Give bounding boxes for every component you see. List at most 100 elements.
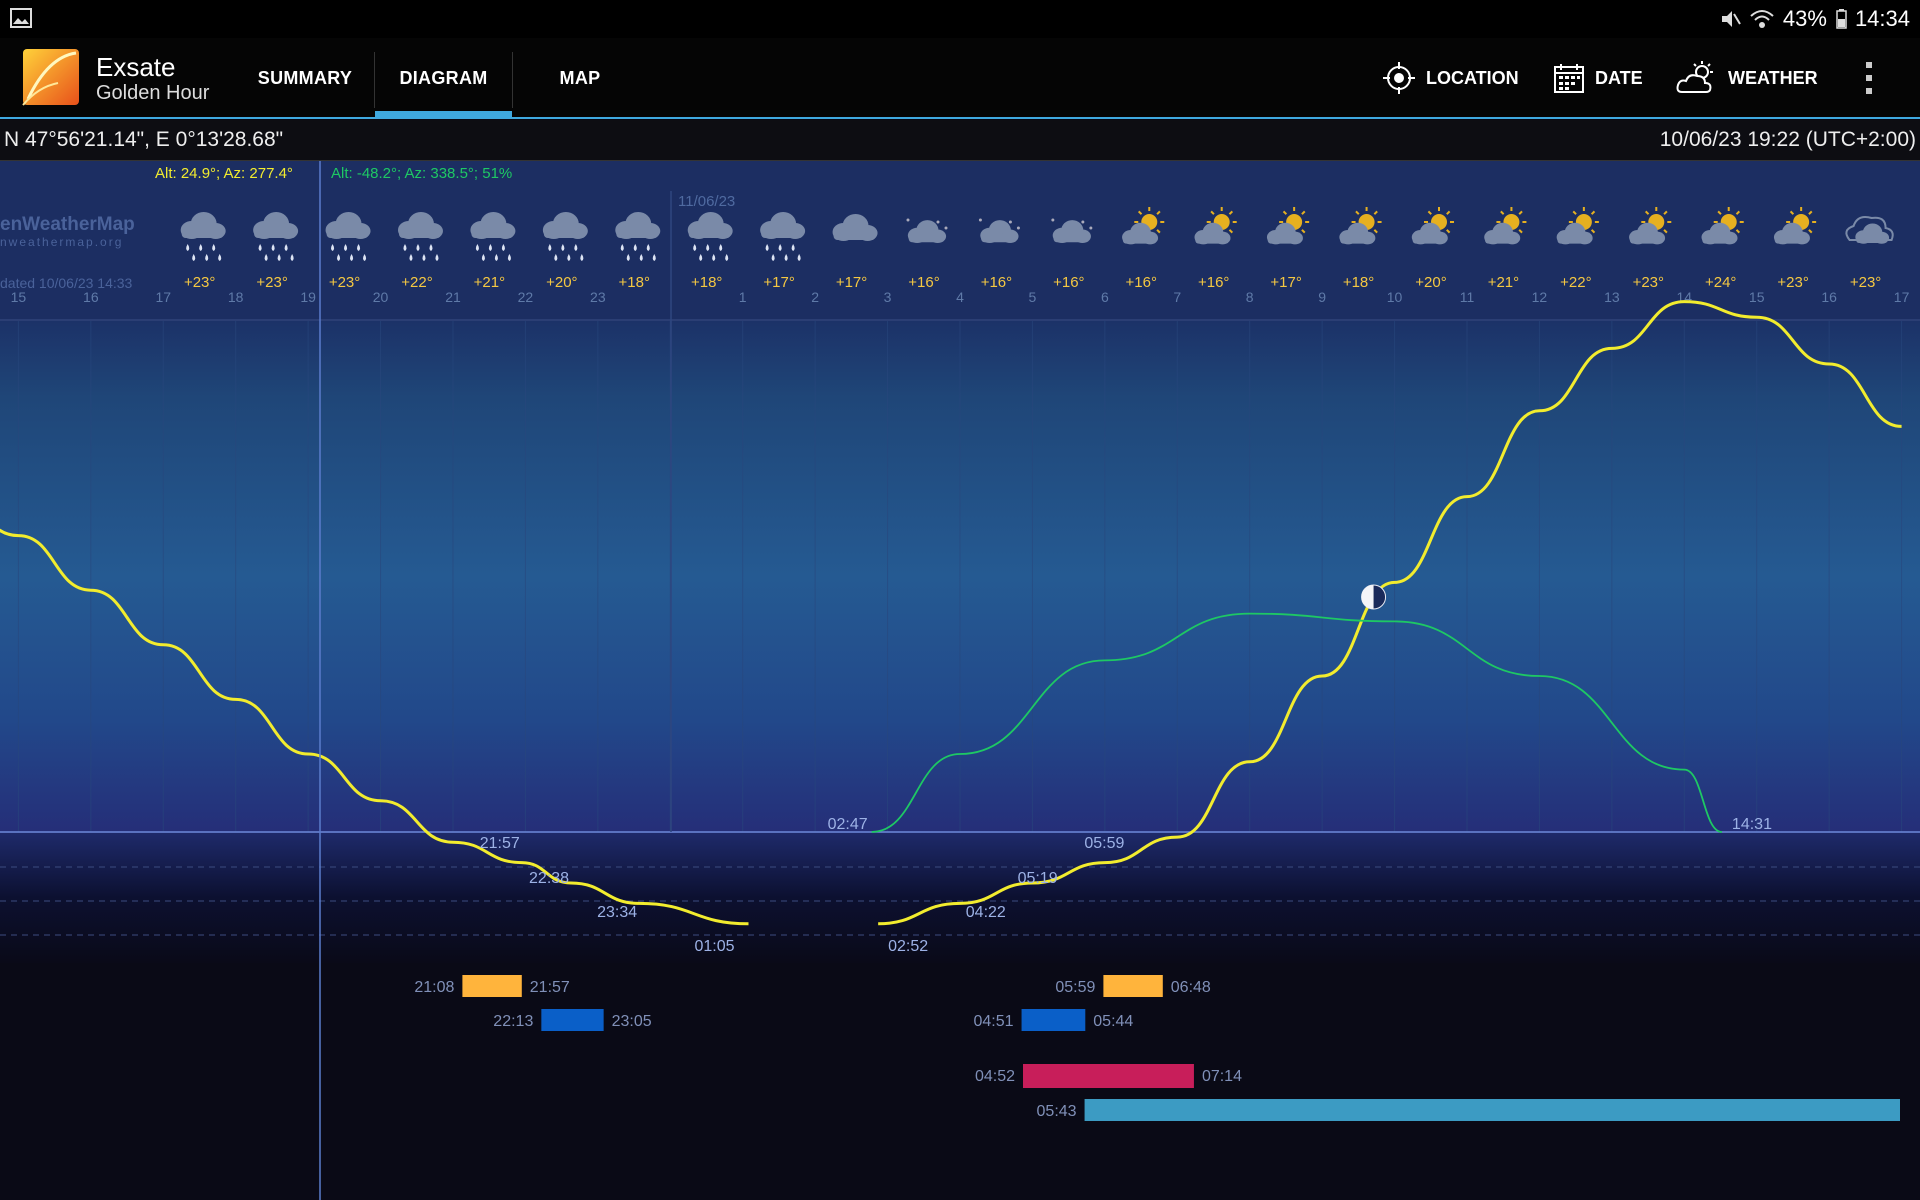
hour-label: 20 (373, 289, 389, 305)
sun-cloud-icon (1629, 207, 1672, 245)
app-name: Exsate (96, 52, 176, 82)
rain-icon (180, 212, 226, 261)
temperature-label: +16° (1053, 274, 1084, 291)
temperature-label: +16° (1126, 274, 1157, 291)
hour-label: 5 (1029, 289, 1037, 305)
moon-path[interactable] (871, 612, 1723, 833)
weather-provider-url: nweathermap.org (0, 235, 123, 249)
hour-label: 3 (884, 289, 892, 305)
event-time-label: 21:57 (480, 835, 520, 852)
battery-percent: 43% (1782, 6, 1827, 31)
tab-summary[interactable]: SUMMARY (257, 67, 353, 88)
bar-end-label: 23:05 (612, 1013, 652, 1030)
sun-logo-icon (22, 49, 79, 106)
bar-start-label: 22:13 (493, 1013, 533, 1030)
sun-cloud-icon (1556, 207, 1599, 245)
hour-label: 16 (1821, 289, 1837, 305)
hour-label: 4 (956, 289, 964, 305)
temperature-label: +17° (763, 274, 794, 291)
date-button[interactable]: DATE (1553, 38, 1643, 118)
event-time-label: 22:38 (529, 870, 569, 887)
hour-label: 1 (739, 289, 747, 305)
temperature-label: +23° (1850, 274, 1881, 291)
overflow-menu-icon[interactable] (1862, 60, 1876, 96)
bar-end-label: 21:57 (530, 979, 570, 996)
sun-cloud-icon (1339, 207, 1382, 245)
events-area (0, 963, 1920, 1200)
temperature-label: +18° (691, 274, 722, 291)
time-range-bar[interactable] (1021, 1009, 1086, 1031)
hour-label: 17 (1894, 289, 1910, 305)
hour-label: 7 (1173, 289, 1181, 305)
hour-label: 12 (1532, 289, 1548, 305)
tab-diagram[interactable]: DIAGRAM (375, 38, 512, 118)
hour-label: 18 (228, 289, 244, 305)
event-time-label: 05:19 (1018, 870, 1058, 887)
hour-label: 13 (1604, 289, 1620, 305)
sun-cloud-icon (1701, 207, 1744, 245)
time-range-bar[interactable] (541, 1009, 604, 1031)
weather-updated: dated 10/06/23 14:33 (0, 275, 133, 291)
calendar-icon (1554, 64, 1584, 93)
bar-start-label: 04:51 (974, 1013, 1014, 1030)
rain-icon (542, 212, 588, 261)
cloud-outline-icon (1845, 216, 1894, 244)
sun-path-evening[interactable] (0, 489, 749, 926)
hour-label: 23 (590, 289, 606, 305)
sun-cloud-icon (1773, 207, 1817, 245)
temperature-label: +23° (1633, 274, 1664, 291)
weather-label: WEATHER (1728, 67, 1818, 88)
temperature-label: +20° (546, 274, 577, 291)
time-range-bar[interactable] (462, 975, 522, 997)
hour-label: 11 (1460, 289, 1475, 305)
status-bar: 43% 14:34 (0, 0, 1920, 38)
hour-label: 22 (518, 289, 534, 305)
status-time: 14:34 (1854, 6, 1910, 31)
temperature-label: +23° (329, 274, 360, 291)
event-time-label: 14:31 (1732, 816, 1772, 833)
weather-button[interactable]: WEATHER (1676, 38, 1818, 118)
temperature-label: +21° (1488, 274, 1519, 291)
temperature-label: +16° (1198, 274, 1229, 291)
crosshair-icon (1383, 62, 1415, 94)
hour-label: 8 (1246, 289, 1254, 305)
location-button[interactable]: LOCATION (1382, 38, 1519, 118)
rain-icon (397, 212, 443, 261)
temperature-label: +17° (1270, 274, 1301, 291)
temperature-label: +16° (908, 274, 939, 291)
event-time-label: 02:47 (828, 816, 868, 833)
temperature-label: +21° (474, 274, 505, 291)
time-range-bar[interactable] (1084, 1099, 1900, 1121)
app-subtitle: Golden Hour (96, 82, 210, 104)
event-time-label: 23:34 (597, 904, 637, 921)
mute-icon (1721, 11, 1741, 27)
hour-label: 15 (1749, 289, 1765, 305)
current-datetime[interactable]: 10/06/23 19:22 (UTC+2:00) (1659, 128, 1916, 151)
hour-label: 9 (1318, 289, 1326, 305)
event-time-label: 01:05 (694, 938, 734, 955)
time-range-bar[interactable] (1103, 975, 1163, 997)
rain-icon (760, 212, 806, 261)
night-cloud-icon (906, 218, 948, 244)
rain-icon (325, 212, 371, 261)
temperature-label: +23° (184, 274, 215, 291)
bar-end-label: 06:48 (1171, 979, 1211, 996)
bar-start-label: 04:52 (975, 1068, 1015, 1085)
sun-cloud-icon (1122, 207, 1165, 245)
location-coordinates: N 47°56'21.14", E 0°13'28.68" (4, 128, 284, 151)
temperature-label: +20° (1415, 274, 1446, 291)
tab-map[interactable]: MAP (559, 67, 601, 88)
cloud-sun-icon (1676, 61, 1713, 93)
rain-icon (253, 212, 299, 261)
weather-provider: enWeatherMap (0, 214, 135, 235)
hour-label: 19 (300, 289, 316, 305)
cloud-icon (832, 214, 878, 241)
event-time-label: 04:22 (966, 904, 1006, 921)
battery-icon (1836, 9, 1847, 29)
temperature-label: +16° (981, 274, 1012, 291)
sun-cloud-icon (1411, 207, 1454, 245)
sun-path-morning[interactable] (878, 300, 1902, 926)
sun-moon-diagram[interactable]: +23° +23° +23° +22° +21° +20° +18° +18° +17° +17°… (0, 161, 1920, 1200)
moon-phase-icon (1361, 584, 1387, 610)
time-range-bar[interactable] (1023, 1064, 1194, 1088)
